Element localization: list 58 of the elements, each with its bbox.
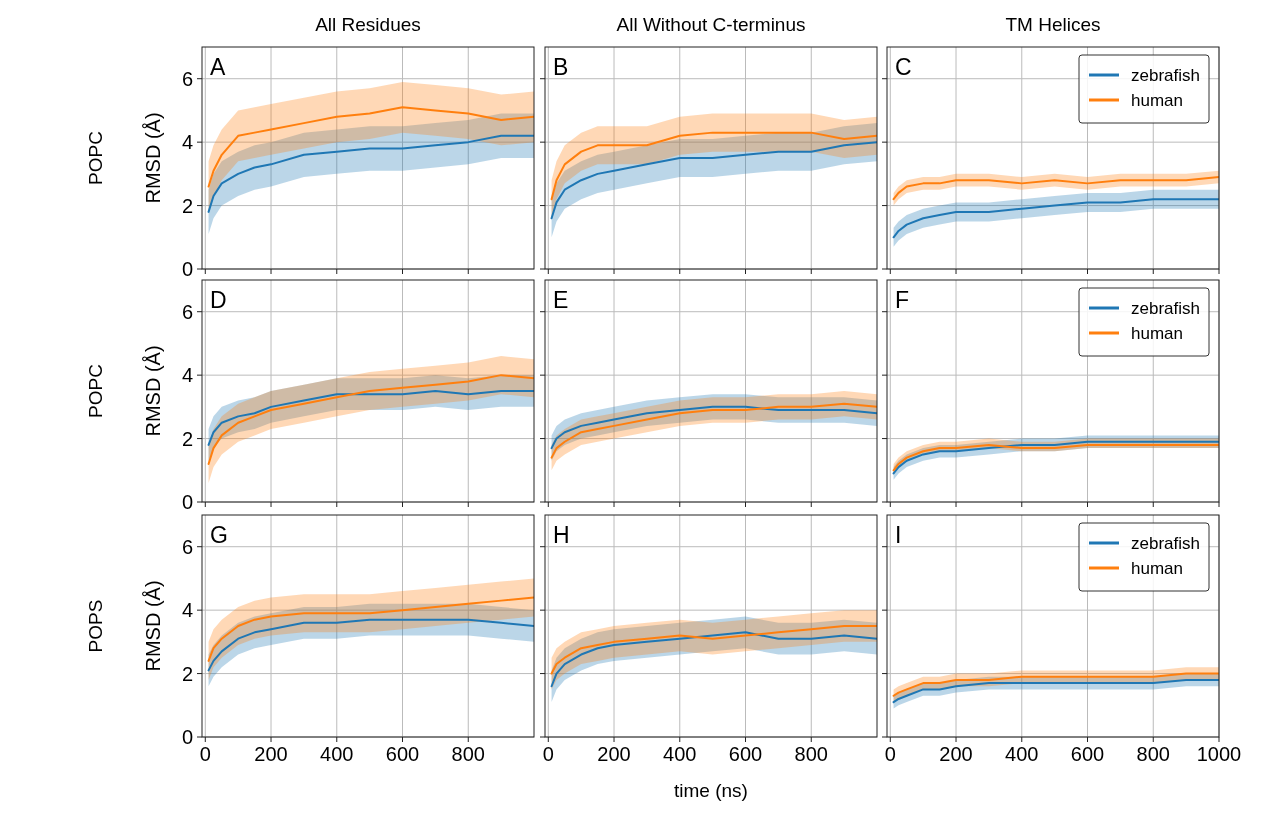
annotation: B — [553, 54, 569, 80]
x-tick-label: 1000 — [1196, 743, 1242, 765]
y-axis-title: RMSD (Å) — [142, 112, 164, 204]
y-tick-label: 2 — [181, 662, 193, 685]
y-tick-label: 0 — [181, 491, 193, 513]
legend-label: human — [1131, 559, 1183, 578]
x-tick-label: 800 — [1136, 743, 1170, 765]
y-tick-label: 6 — [181, 535, 193, 558]
x-tick-label: 0 — [884, 743, 896, 765]
legend-label: zebrafish — [1131, 66, 1200, 85]
x-tick-label: 400 — [1005, 743, 1039, 765]
x-tick-label: 800 — [451, 743, 485, 765]
legend-label: human — [1131, 91, 1183, 110]
y-axis-title: RMSD (Å) — [142, 580, 164, 672]
annotation: D — [210, 287, 227, 313]
y-tick-label: 4 — [181, 131, 193, 154]
x-tick-label: 600 — [385, 743, 420, 765]
line-series — [207, 390, 534, 446]
y-tick-label: 6 — [181, 67, 193, 90]
y-tick-label: 2 — [181, 194, 193, 217]
text: POPS — [85, 599, 106, 653]
x-tick-label: 600 — [1070, 743, 1105, 765]
y-tick-label: 2 — [181, 427, 193, 450]
line-series — [207, 596, 534, 662]
x-axis-title: time (ns) — [674, 780, 748, 801]
annotation: E — [553, 287, 569, 313]
annotation: H — [553, 522, 570, 548]
x-tick-label: 600 — [728, 743, 763, 765]
x-tick-label: 400 — [663, 743, 697, 765]
annotation: A — [210, 54, 226, 80]
line-series — [207, 134, 534, 213]
chart-title: All Without C-terminus — [616, 14, 806, 35]
annotation: I — [895, 522, 902, 548]
annotation: G — [210, 522, 228, 548]
y-tick-label: 4 — [181, 364, 193, 387]
x-tick-label: 200 — [939, 743, 973, 765]
legend-label: human — [1131, 324, 1183, 343]
annotation: F — [895, 287, 910, 313]
text: POPC — [85, 364, 106, 418]
x-tick-label: 0 — [542, 743, 554, 765]
chart-title: All Residues — [315, 14, 421, 35]
line-series — [207, 618, 534, 672]
x-tick-label: 400 — [320, 743, 354, 765]
y-tick-label: 0 — [181, 258, 193, 280]
y-tick-label: 4 — [181, 599, 193, 622]
legend-label: zebrafish — [1131, 534, 1200, 553]
chart-title: TM Helices — [1005, 14, 1101, 35]
x-tick-label: 200 — [254, 743, 288, 765]
y-axis-title: RMSD (Å) — [142, 345, 164, 437]
annotation: C — [895, 54, 912, 80]
legend-label: zebrafish — [1131, 299, 1200, 318]
x-tick-label: 200 — [597, 743, 631, 765]
y-tick-label: 6 — [181, 300, 193, 323]
y-tick-label: 0 — [181, 726, 193, 748]
x-tick-label: 0 — [199, 743, 211, 765]
text: POPC — [85, 131, 106, 185]
x-tick-label: 800 — [794, 743, 828, 765]
line-series — [207, 106, 534, 188]
